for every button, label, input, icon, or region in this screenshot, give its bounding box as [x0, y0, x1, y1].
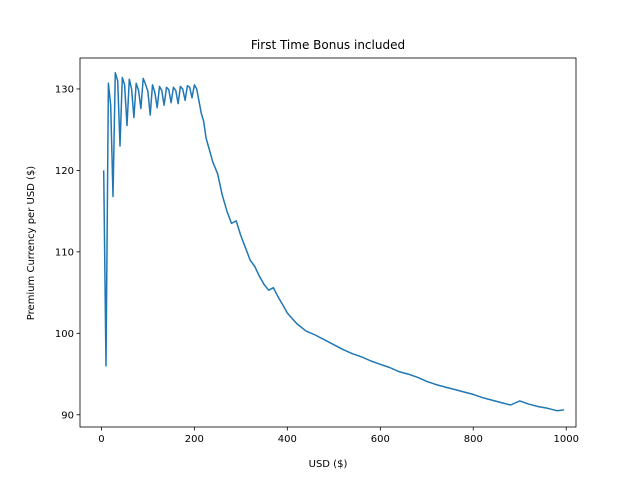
- y-axis: 90 100 110 120 130: [55, 84, 80, 421]
- y-tick-label: 120: [55, 166, 74, 177]
- y-axis-label: Premium Currency per USD ($): [26, 166, 37, 321]
- series-layer: [102, 71, 564, 412]
- x-tick-label: 1000: [554, 434, 579, 445]
- x-tick-label: 400: [278, 434, 297, 445]
- plot-frame: [79, 57, 577, 428]
- y-tick-label: 100: [55, 329, 74, 340]
- chart-title: First Time Bonus included: [251, 38, 405, 52]
- x-axis: 0 200 400 600 800 1000: [98, 427, 579, 445]
- series-line: [102, 71, 564, 412]
- x-tick-label: 600: [371, 434, 390, 445]
- y-tick-label: 90: [61, 410, 74, 421]
- y-tick-label: 110: [55, 247, 74, 258]
- x-tick-label: 200: [185, 434, 204, 445]
- y-tick-label: 130: [55, 84, 74, 95]
- x-tick-label: 0: [98, 434, 104, 445]
- x-tick-label: 800: [464, 434, 483, 445]
- x-axis-label: USD ($): [309, 459, 348, 470]
